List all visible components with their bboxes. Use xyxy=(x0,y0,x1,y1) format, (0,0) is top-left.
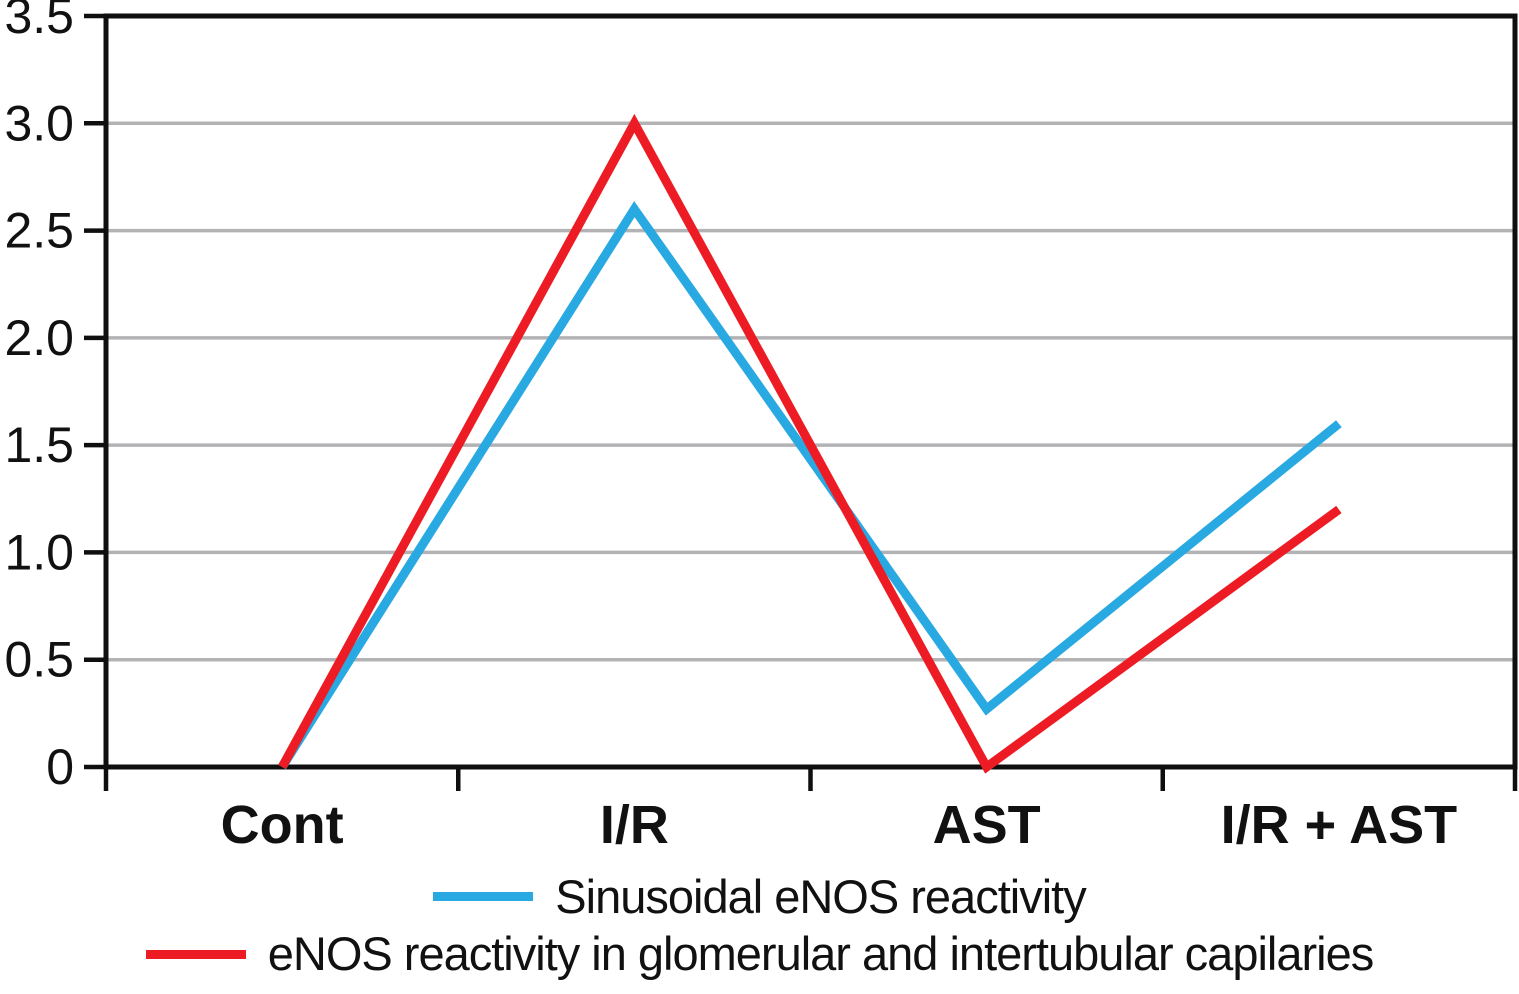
y-axis-label: 1.0 xyxy=(4,524,74,580)
legend-item-sinusoidal: Sinusoidal eNOS reactivity xyxy=(433,869,1087,924)
y-axis-label: 0.5 xyxy=(4,632,74,688)
y-axis-label: 3.5 xyxy=(4,0,74,44)
plot-border xyxy=(103,13,1518,770)
series-line-sinusoidal xyxy=(278,201,1342,770)
series-line-glomerular xyxy=(278,113,1342,774)
y-axis-label: 1.5 xyxy=(4,417,74,473)
legend-line-swatch-red xyxy=(145,949,246,959)
y-axis-label: 0 xyxy=(46,739,74,795)
y-axis-label: 3.0 xyxy=(4,95,74,151)
line-chart-canvas: 0 0.5 1.0 1.5 2.0 2.5 3.0 3.5 Cont I/R AST I/R + AS… xyxy=(4,0,1518,855)
legend-label-glomerular: eNOS reactivity in glomerular and intert… xyxy=(267,927,1374,981)
x-axis-label: Cont xyxy=(221,795,344,855)
legend-item-glomerular: eNOS reactivity in glomerular and intert… xyxy=(145,926,1374,981)
x-axis-label: I/R xyxy=(600,795,669,855)
legend-label-sinusoidal: Sinusoidal eNOS reactivity xyxy=(555,870,1086,923)
x-axis-label: I/R + AST xyxy=(1221,795,1458,855)
y-axis-label: 2.0 xyxy=(4,310,74,366)
legend-line-swatch-blue xyxy=(433,892,534,902)
legend: Sinusoidal eNOS reactivity eNOS reactivi… xyxy=(0,869,1519,982)
y-axis-label: 2.5 xyxy=(4,203,74,259)
x-axis-label: AST xyxy=(933,795,1041,855)
